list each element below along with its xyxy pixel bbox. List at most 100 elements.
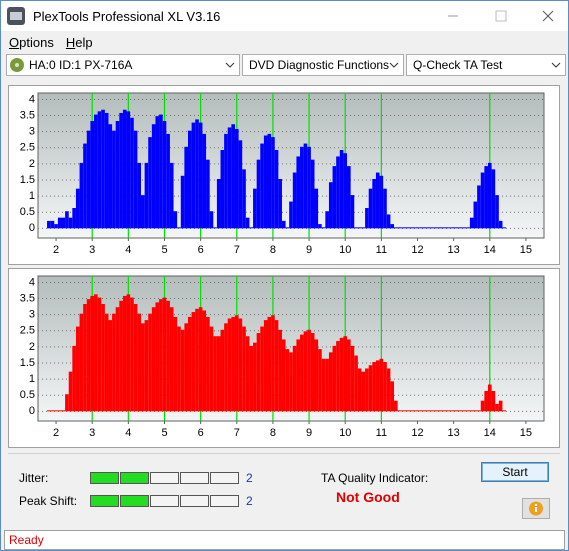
gauge (90, 471, 242, 485)
chevron (551, 62, 561, 68)
bar (343, 336, 348, 412)
menu-bar: Options Help (9, 35, 105, 50)
bar (238, 140, 243, 229)
bar (379, 175, 384, 229)
bar (191, 312, 196, 412)
drive-label: HA:0 ID:1 PX-716A (29, 58, 133, 72)
test-select[interactable]: Q-Check TA Test (406, 54, 566, 76)
x-tick-label: 9 (306, 244, 312, 256)
bar (289, 352, 293, 412)
x-tick-label: 14 (484, 427, 496, 439)
bar (75, 188, 80, 229)
bar (332, 345, 337, 412)
bar (206, 316, 210, 412)
bar (267, 316, 272, 412)
bar (437, 410, 441, 412)
bar (141, 323, 145, 412)
bar (202, 133, 207, 229)
bar (206, 159, 210, 229)
x-tick-label: 11 (376, 427, 387, 439)
bar (310, 333, 315, 412)
window-title: PlexTools Professional XL V3.16 (33, 9, 221, 24)
bar (368, 188, 373, 229)
bar (242, 169, 246, 229)
y-tick-label: 2 (29, 158, 35, 170)
bar (303, 143, 308, 229)
menu-item[interactable]: Help (65, 35, 93, 50)
bar (187, 130, 192, 229)
bar (234, 315, 239, 412)
bar (83, 304, 87, 412)
bar (469, 217, 474, 229)
chart: 0 0.5 1 1.5 2 2.5 3 3.5 4 2 3 4 5 6 7 8 9 10 11 12 13 14 15 (20, 92, 545, 256)
gauge (90, 494, 242, 508)
gauge-segment (120, 472, 149, 484)
bar (68, 217, 73, 229)
x-tick-label: 12 (411, 427, 423, 439)
bar (141, 195, 145, 229)
drive-select[interactable]: HA:0 ID:1 PX-716A (6, 54, 240, 76)
y-tick-label: 1.5 (20, 174, 35, 186)
x-tick-label: 5 (161, 244, 167, 256)
bar (477, 185, 481, 229)
bar (155, 116, 160, 229)
bar (310, 159, 315, 229)
bar (184, 146, 188, 229)
bar (375, 172, 380, 229)
bar (292, 172, 297, 229)
bar (213, 336, 217, 412)
bar (307, 146, 311, 229)
function-select[interactable]: DVD Diagnostic Functions (242, 54, 404, 76)
bar (473, 201, 478, 229)
bar (101, 304, 105, 412)
bar (419, 410, 423, 412)
quality-label: TA Quality Indicator: (321, 471, 429, 485)
gauge-segment (210, 472, 239, 484)
bar (498, 400, 503, 412)
info-button[interactable] (522, 498, 550, 519)
bar (484, 166, 488, 229)
bar (487, 384, 492, 412)
bar (148, 313, 152, 412)
chevron (225, 62, 235, 68)
bar (260, 326, 264, 412)
bar (426, 227, 431, 229)
bar (68, 371, 73, 412)
bar (354, 227, 358, 229)
bar (328, 182, 333, 229)
bar (173, 211, 178, 229)
bar (50, 220, 55, 229)
bar (253, 188, 257, 229)
bar (318, 224, 322, 229)
bar (502, 227, 507, 229)
bar (278, 329, 282, 412)
bar (375, 360, 380, 412)
bar (386, 214, 391, 229)
x-tick-label: 9 (306, 427, 312, 439)
bar (386, 368, 391, 412)
bar (177, 326, 181, 412)
status-text: Ready (9, 533, 44, 547)
bar (491, 391, 496, 412)
window-controls[interactable] (431, 1, 568, 31)
menu-item[interactable]: Options (9, 35, 54, 50)
bar (249, 345, 254, 412)
start-button[interactable]: Start (481, 462, 549, 482)
bar (448, 227, 452, 229)
bar (271, 137, 275, 229)
chart-panel: 0 0.5 1 1.5 2 2.5 3 3.5 4 2 3 4 5 6 7 8 9 10 11 12 13 14 15 (8, 268, 560, 448)
bar (256, 159, 261, 229)
bar (166, 133, 170, 229)
bar (419, 227, 423, 229)
bar (112, 130, 116, 229)
gauge-segment (90, 495, 119, 507)
bar (166, 300, 170, 412)
bar (242, 326, 246, 412)
bar (401, 227, 405, 229)
bar (83, 143, 87, 229)
bar (238, 318, 243, 412)
bar (325, 358, 329, 412)
bar (433, 410, 438, 412)
x-tick-label: 13 (448, 244, 460, 256)
